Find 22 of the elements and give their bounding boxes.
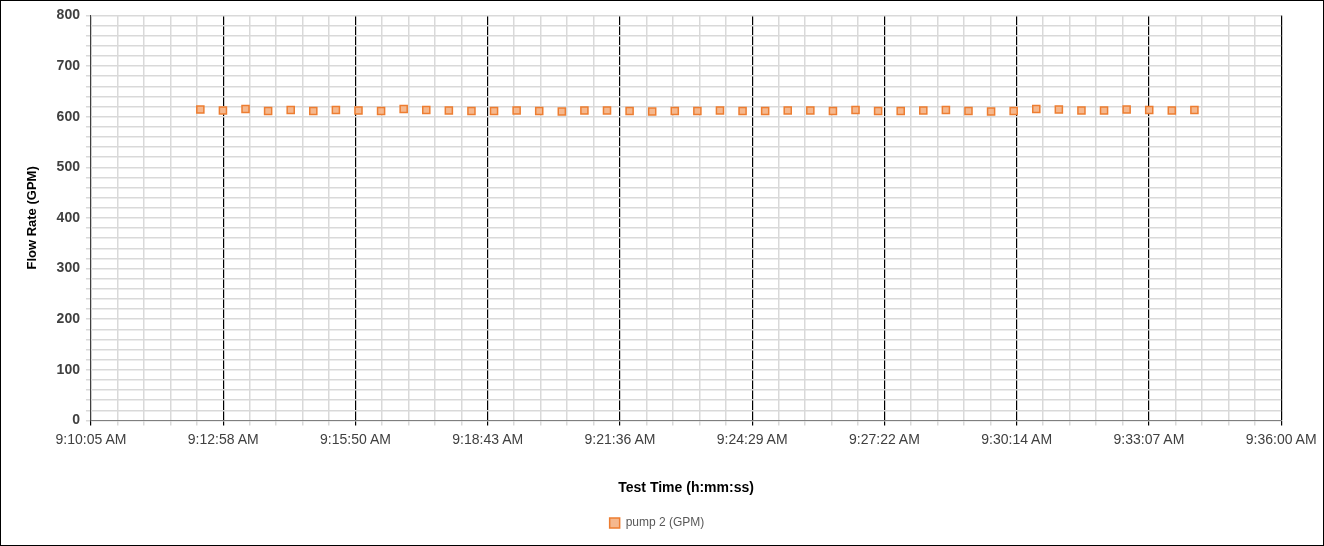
x-tick-label: 9:27:22 AM — [849, 430, 920, 447]
y-tick-label: 0 — [72, 411, 81, 428]
y-tick-label: 400 — [56, 208, 81, 225]
x-axis-title: Test Time (h:mm:ss) — [618, 479, 754, 496]
x-tick-label: 9:33:07 AM — [1113, 430, 1185, 447]
y-tick-label: 500 — [56, 158, 81, 175]
y-tick-label: 700 — [56, 56, 81, 73]
y-axis-title: Flow Rate (GPM) — [24, 166, 40, 270]
y-tick-label: 100 — [56, 360, 81, 377]
x-tick-label: 9:18:43 AM — [452, 430, 524, 447]
x-tick-label: 9:21:36 AM — [584, 430, 656, 447]
x-tick-label: 9:30:14 AM — [981, 430, 1053, 447]
x-tick-label: 9:15:50 AM — [320, 430, 391, 447]
legend-label: pump 2 (GPM) — [625, 515, 705, 530]
y-tick-label: 200 — [56, 310, 81, 327]
x-tick-label: 9:24:29 AM — [716, 430, 788, 447]
y-tick-label: 800 — [56, 6, 81, 23]
x-tick-label: 9:10:05 AM — [55, 430, 127, 447]
x-tick-label: 9:36:00 AM — [1245, 430, 1317, 447]
y-tick-label: 300 — [56, 259, 81, 276]
y-tick-label: 600 — [56, 107, 81, 124]
x-tick-label: 9:12:58 AM — [187, 430, 259, 447]
